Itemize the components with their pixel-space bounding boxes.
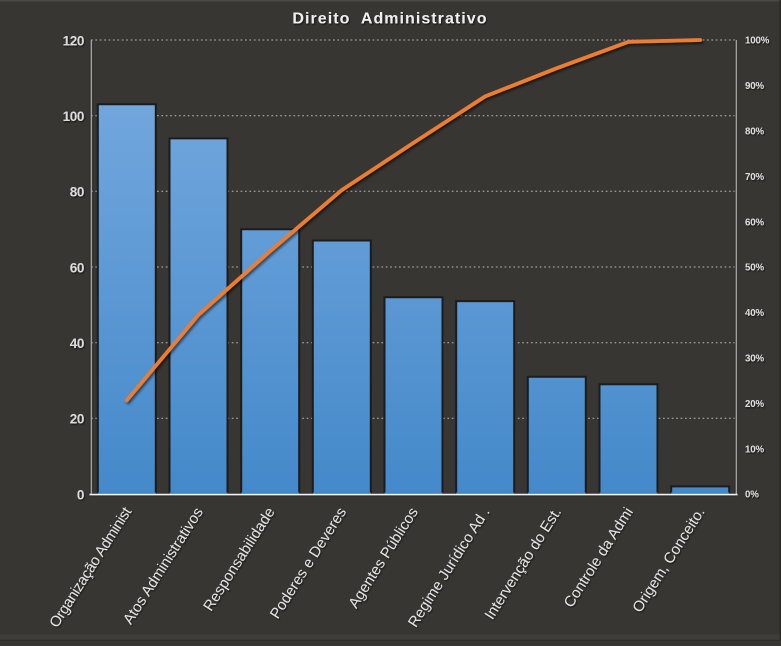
- svg-text:80%: 80%: [745, 127, 764, 138]
- svg-text:50%: 50%: [745, 263, 764, 274]
- svg-text:60: 60: [70, 260, 84, 275]
- svg-text:Direito Administrativo: Direito Administrativo: [292, 11, 487, 28]
- svg-text:20%: 20%: [745, 399, 764, 410]
- svg-text:80: 80: [70, 185, 84, 200]
- svg-text:40%: 40%: [745, 308, 764, 319]
- svg-text:70%: 70%: [745, 172, 764, 183]
- svg-text:100: 100: [63, 109, 84, 124]
- svg-text:0%: 0%: [745, 490, 759, 501]
- svg-text:120: 120: [63, 33, 84, 48]
- svg-text:30%: 30%: [745, 354, 764, 365]
- svg-text:0: 0: [77, 487, 84, 502]
- svg-text:60%: 60%: [745, 217, 764, 228]
- svg-text:10%: 10%: [745, 444, 764, 455]
- svg-text:40: 40: [70, 336, 84, 351]
- svg-text:100%: 100%: [745, 36, 770, 47]
- svg-text:20: 20: [70, 412, 84, 427]
- svg-text:90%: 90%: [745, 81, 764, 92]
